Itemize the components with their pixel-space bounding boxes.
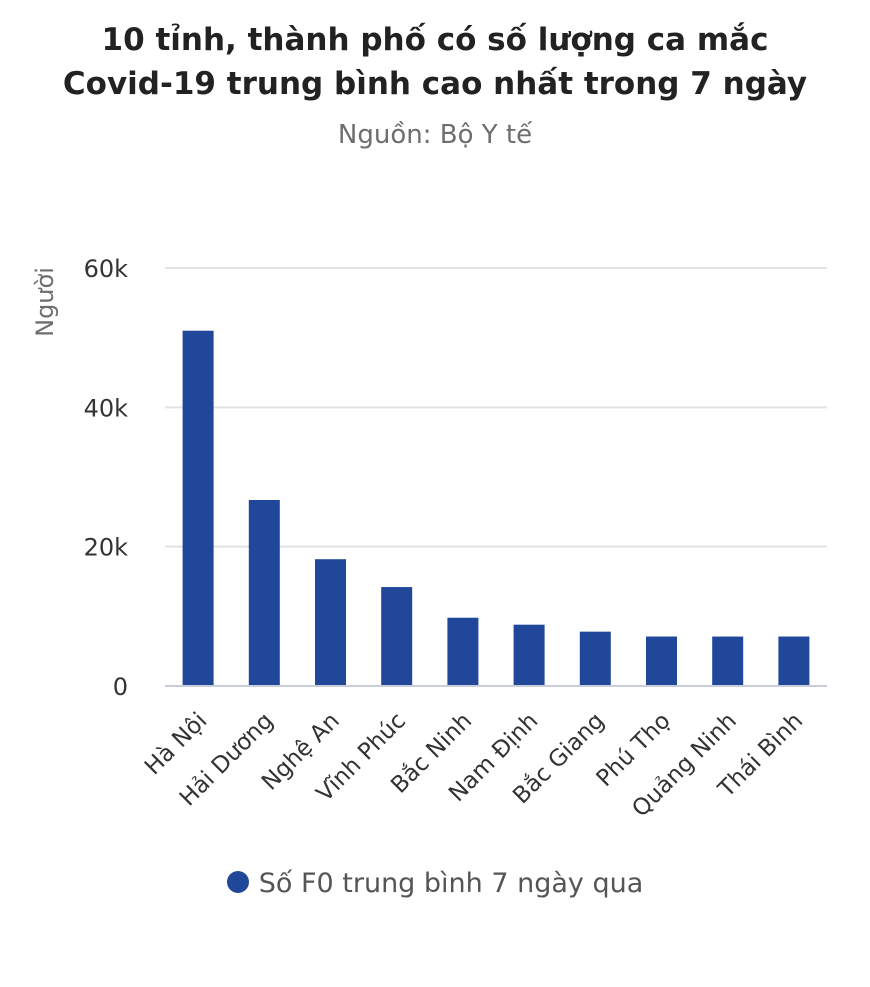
chart-subtitle: Nguồn: Bộ Y tế [337, 120, 533, 150]
bar [778, 636, 810, 686]
legend-label: Số F0 trung bình 7 ngày qua [258, 868, 644, 899]
bar [712, 636, 744, 686]
y-tick-label: 20k [84, 534, 129, 562]
chart-title-line-2: Covid-19 trung bình cao nhất trong 7 ngà… [62, 66, 808, 102]
bar [315, 559, 346, 686]
y-tick-label: 0 [113, 673, 128, 701]
y-tick-labels: 0 20k 40k 60k [84, 255, 129, 701]
legend: Số F0 trung bình 7 ngày qua [0, 868, 870, 899]
chart-title: 10 tỉnh, thành phố có số lượng ca mắc Co… [0, 18, 870, 106]
bar [646, 636, 677, 686]
bars [182, 330, 810, 686]
legend-swatch-icon [226, 870, 249, 893]
bar [182, 330, 214, 686]
y-axis-label: Người [31, 267, 59, 337]
bar [381, 587, 413, 686]
y-tick-label: 40k [84, 394, 129, 422]
bar [579, 631, 611, 686]
y-tick-label: 60k [84, 255, 129, 283]
bar [447, 617, 479, 686]
chart-title-line-1: 10 tỉnh, thành phố có số lượng ca mắc [101, 22, 769, 58]
bar [248, 499, 280, 686]
bar [513, 624, 545, 686]
